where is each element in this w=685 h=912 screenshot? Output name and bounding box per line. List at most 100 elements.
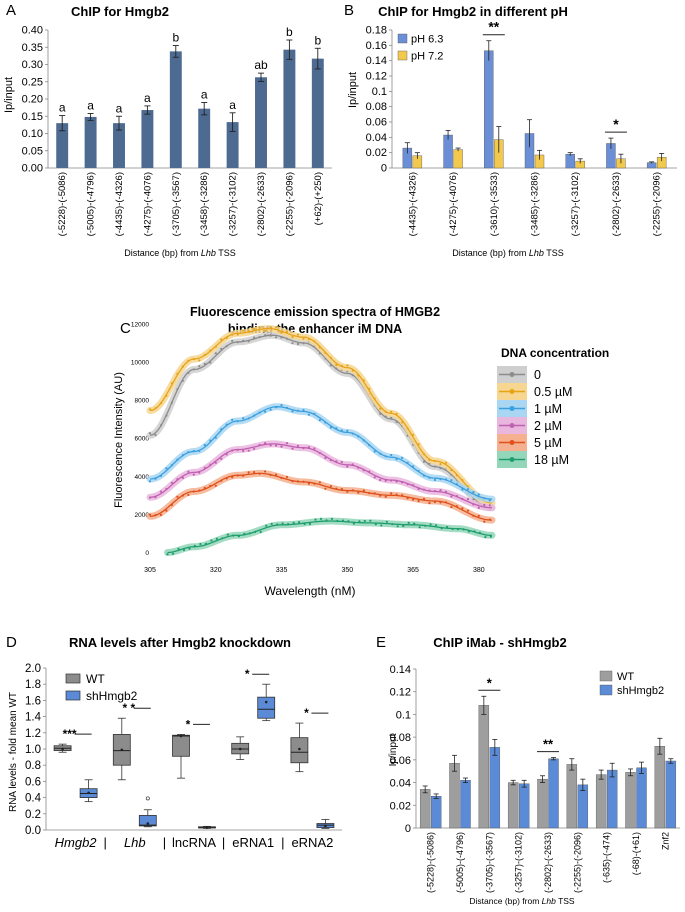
data-point	[329, 356, 332, 359]
x-tick-label: (-68)-(+61)	[631, 832, 641, 875]
data-point	[302, 342, 305, 345]
data-point	[336, 519, 339, 522]
data-point	[148, 432, 152, 435]
data-point	[439, 489, 442, 492]
panel-a-xlabel: Distance (bp) from Lhb TSS	[124, 248, 235, 258]
data-point	[433, 478, 437, 482]
data-point	[285, 337, 289, 340]
data-point	[395, 493, 398, 496]
data-point	[440, 527, 443, 530]
bar	[169, 51, 182, 168]
data-point	[433, 460, 437, 463]
data-point	[369, 519, 372, 522]
data-point	[384, 455, 387, 458]
data-point	[319, 517, 323, 521]
panel-b-xlabel-prefix: Distance (bp) from	[452, 248, 529, 258]
data-point	[236, 448, 239, 451]
data-point	[280, 404, 283, 407]
data-point	[269, 326, 272, 330]
data-point	[236, 333, 239, 336]
data-point	[358, 520, 361, 523]
legend-label: 1 µM	[534, 402, 562, 416]
data-point	[324, 456, 327, 460]
data-point	[362, 469, 365, 472]
y-tick-label: 0.1	[396, 709, 411, 721]
data-point	[225, 453, 228, 456]
data-point	[170, 401, 173, 404]
data-point	[181, 476, 184, 479]
box	[172, 734, 190, 757]
data-point	[247, 471, 250, 474]
data-point	[187, 470, 190, 473]
data-point	[395, 412, 398, 416]
data-point	[313, 482, 316, 485]
data-point	[236, 420, 239, 423]
data-point	[390, 453, 393, 457]
data-point	[379, 412, 382, 415]
panel-a-xlabel-italic: Lhb	[201, 248, 216, 258]
data-point	[225, 477, 228, 480]
data-point	[214, 484, 217, 487]
data-point	[446, 525, 449, 529]
bar	[255, 77, 267, 168]
bar-shHmgb2	[577, 784, 589, 829]
data-point	[247, 329, 250, 332]
panel-b: B ChIP for Hmgb2 in different pH Ip/inpu…	[344, 2, 677, 258]
panel-a-xlabel-suffix: TSS	[216, 248, 236, 258]
data-point	[357, 491, 360, 494]
data-point	[384, 479, 387, 482]
series-band	[164, 517, 496, 556]
data-point	[307, 482, 310, 485]
data-point	[422, 474, 426, 477]
data-point	[269, 473, 272, 477]
data-point	[181, 454, 184, 457]
legend-marker	[509, 406, 515, 411]
data-point	[329, 364, 332, 367]
data-point	[467, 530, 471, 533]
data-point	[154, 407, 157, 410]
x-tick-label: lncRNA	[172, 835, 216, 850]
data-point	[395, 480, 398, 483]
data-point	[159, 402, 163, 405]
y-tick-label: 0.14	[390, 664, 411, 676]
data-point	[170, 464, 173, 467]
legend-swatch	[397, 33, 408, 44]
data-point	[396, 525, 399, 528]
data-point	[176, 458, 179, 461]
data-point	[335, 364, 338, 367]
y-tick-label: 0	[145, 550, 149, 557]
bar-pH-7.2	[453, 149, 463, 169]
box-mean	[298, 747, 301, 751]
bar	[311, 58, 324, 169]
bar-shHmgb2	[430, 796, 442, 829]
data-point	[225, 336, 228, 339]
data-point	[395, 458, 398, 461]
data-point	[258, 443, 261, 447]
bar-WT	[507, 782, 519, 829]
data-point	[198, 359, 201, 362]
data-point	[285, 475, 289, 479]
y-tick-label: 4000	[135, 474, 150, 481]
bar-WT	[537, 778, 548, 829]
box-mean	[179, 734, 183, 738]
data-point	[340, 364, 343, 367]
panel-b-xlabel-italic: Lhb	[529, 248, 544, 258]
significance-letter: ab	[254, 58, 268, 72]
x-tick-label: (-3257)-(-3102)	[514, 832, 524, 893]
data-point	[395, 420, 398, 424]
data-point	[451, 527, 454, 531]
data-point	[198, 489, 201, 492]
panel-e-marks: 0 0.02 0.04 0.06 0.08 0.1 0.12 0.14 (-5228)-(-50…	[390, 664, 680, 893]
x-tick-label: (-2802)-(-2633)	[256, 172, 267, 236]
legend-label: 5 µM	[534, 436, 562, 450]
series-line	[149, 406, 493, 500]
data-point	[275, 444, 278, 447]
data-point	[231, 333, 234, 336]
data-point	[318, 352, 321, 355]
y-tick-label: 0.8	[25, 760, 41, 772]
x-tick-label: Znf2	[660, 832, 670, 850]
data-point	[335, 427, 338, 430]
data-point	[351, 463, 354, 466]
data-point	[368, 444, 371, 447]
data-point	[318, 346, 321, 349]
